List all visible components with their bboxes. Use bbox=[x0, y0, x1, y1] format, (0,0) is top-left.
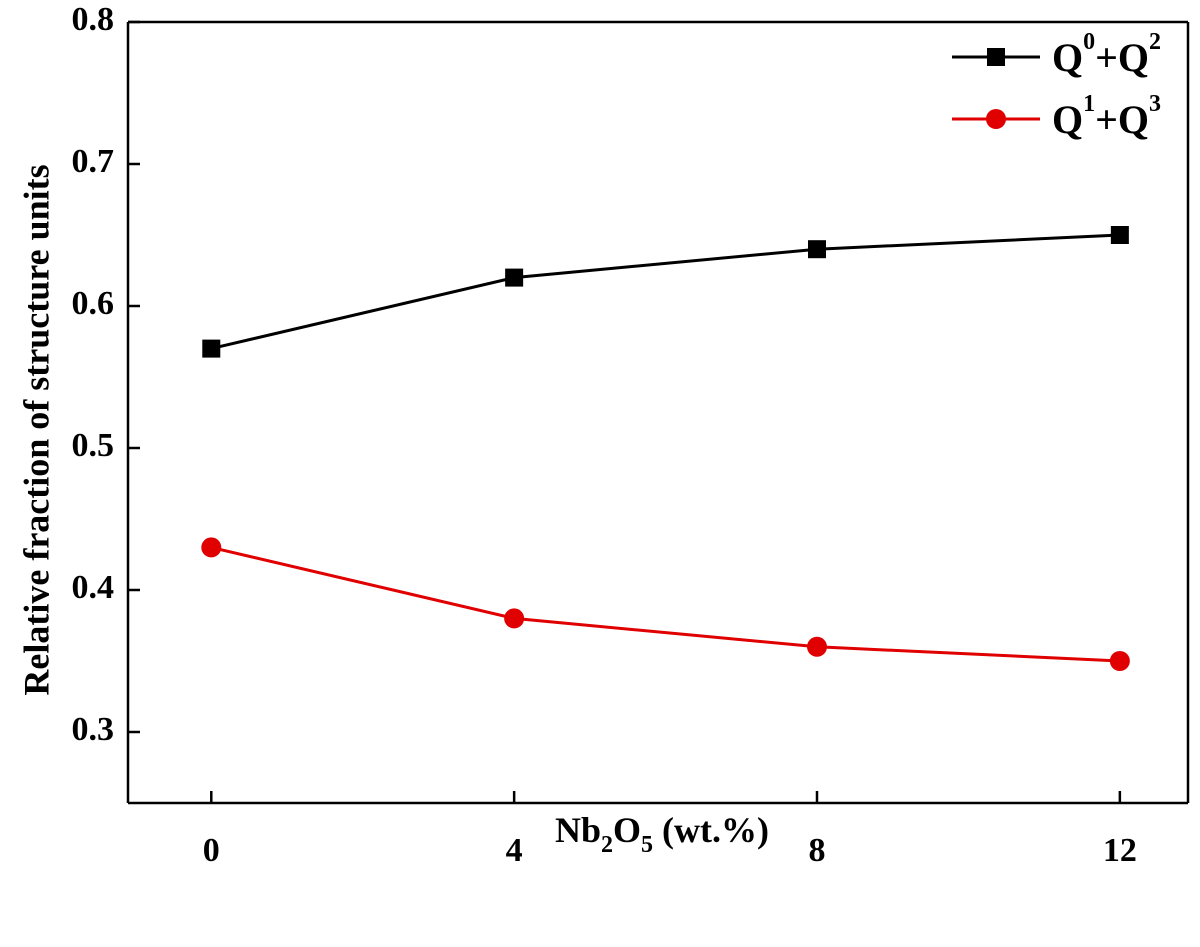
x-axis-title-prefix: Nb bbox=[555, 810, 601, 850]
legend-q: Q bbox=[1052, 97, 1083, 142]
series-q1-q3 bbox=[201, 537, 1130, 671]
y-tick-label: 0.3 bbox=[72, 711, 115, 748]
data-point bbox=[808, 240, 826, 259]
legend-item-q0-q2: Q0+Q2 bbox=[952, 29, 1161, 80]
x-axis-title: Nb2O5 (wt.%) bbox=[555, 810, 769, 858]
y-axis: 0.3 0.4 0.5 0.6 0.7 0.8 bbox=[72, 1, 140, 748]
legend-label-q0-q2: Q0+Q2 bbox=[1052, 29, 1161, 80]
legend-plus: + bbox=[1095, 35, 1118, 80]
series-q0-q2 bbox=[202, 226, 1129, 358]
series-line bbox=[210, 545, 1120, 663]
legend-q: Q bbox=[1052, 35, 1083, 80]
x-tick-label: 0 bbox=[203, 832, 220, 869]
legend-sup: 3 bbox=[1149, 91, 1161, 117]
legend-marker-circle bbox=[986, 109, 1006, 129]
series-line bbox=[210, 233, 1120, 351]
y-axis-title: Relative fraction of structure units bbox=[16, 164, 56, 695]
data-point bbox=[201, 537, 222, 558]
x-tick-label: 8 bbox=[809, 832, 826, 869]
y-tick-label: 0.5 bbox=[72, 427, 115, 464]
data-point bbox=[202, 339, 221, 358]
legend-plus: + bbox=[1095, 97, 1118, 142]
data-point bbox=[807, 636, 827, 657]
data-point bbox=[504, 608, 525, 629]
x-axis-title-sub1: 2 bbox=[601, 832, 613, 858]
x-tick-label: 12 bbox=[1103, 832, 1137, 869]
x-axis-title-suffix: (wt.%) bbox=[653, 810, 769, 850]
x-axis: 0 4 8 12 bbox=[203, 791, 1137, 869]
legend-label-q1-q3: Q1+Q3 bbox=[1052, 91, 1161, 142]
y-tick-label: 0.8 bbox=[72, 1, 115, 38]
legend: Q0+Q2 Q1+Q3 bbox=[952, 29, 1161, 142]
legend-sup: 2 bbox=[1149, 29, 1161, 55]
x-axis-title-sub2: 5 bbox=[641, 832, 653, 858]
data-point bbox=[505, 268, 524, 287]
legend-q: Q bbox=[1118, 97, 1149, 142]
legend-sup: 1 bbox=[1083, 91, 1095, 117]
x-axis-title-mid: O bbox=[613, 810, 641, 850]
series-layer bbox=[201, 226, 1130, 671]
data-point bbox=[1109, 651, 1130, 671]
y-tick-label: 0.7 bbox=[72, 143, 115, 180]
data-point bbox=[1110, 226, 1129, 244]
legend-sup: 0 bbox=[1083, 29, 1095, 55]
legend-marker-square bbox=[987, 48, 1005, 66]
y-tick-label: 0.4 bbox=[72, 569, 115, 606]
legend-item-q1-q3: Q1+Q3 bbox=[952, 91, 1161, 142]
axes-frame bbox=[126, 20, 1190, 805]
legend-q: Q bbox=[1118, 35, 1149, 80]
x-tick-label: 4 bbox=[506, 832, 523, 869]
y-tick-label: 0.6 bbox=[72, 285, 115, 322]
